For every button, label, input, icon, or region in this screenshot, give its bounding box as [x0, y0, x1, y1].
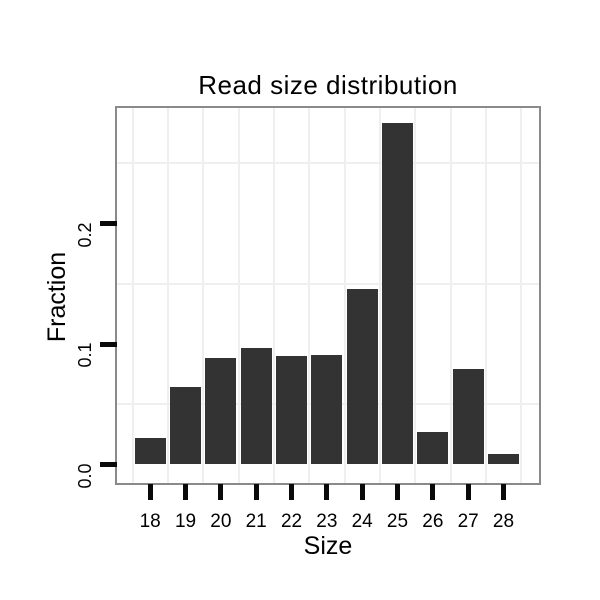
x-tick [218, 484, 224, 500]
x-tick [430, 484, 436, 500]
bar-25 [382, 123, 413, 465]
bar-24 [346, 288, 378, 465]
y-tick [100, 221, 117, 226]
y-tick [100, 462, 117, 467]
x-tick-label: 21 [245, 511, 267, 532]
bar-23 [311, 354, 343, 465]
gridline-horizontal [117, 162, 539, 165]
bar-27 [452, 369, 484, 465]
x-tick-label: 27 [457, 511, 479, 532]
y-axis-label: Fraction [43, 251, 71, 343]
chart-title: Read size distribution [198, 70, 458, 100]
gridline-vertical [237, 108, 240, 483]
gridline-vertical [202, 108, 205, 483]
x-tick [359, 484, 365, 500]
gridline-vertical [378, 108, 381, 483]
x-tick [289, 484, 295, 500]
x-tick-label: 19 [174, 511, 197, 532]
gridline-vertical [343, 108, 346, 483]
x-tick [324, 484, 330, 500]
gridline-vertical [131, 108, 134, 483]
bar-28 [488, 453, 519, 465]
y-tick-label: 0.1 [75, 342, 95, 368]
bar-20 [205, 358, 237, 465]
x-tick-label: 20 [210, 511, 232, 532]
x-axis-label: Size [303, 532, 353, 560]
bar-26 [417, 431, 449, 465]
x-tick [501, 484, 506, 500]
gridline-horizontal [117, 282, 539, 285]
y-tick-label: 0.2 [75, 221, 95, 248]
x-tick [395, 484, 400, 500]
x-tick-label: 23 [316, 511, 338, 532]
gridline-vertical [414, 108, 417, 483]
bar-21 [240, 347, 272, 465]
gridline-vertical [449, 108, 452, 483]
x-tick-label: 24 [351, 511, 373, 532]
x-tick-label: 28 [492, 511, 515, 532]
x-tick-label: 22 [280, 511, 303, 532]
plot-panel [115, 106, 541, 485]
y-tick-label: 0.0 [75, 462, 95, 489]
bar-22 [276, 356, 308, 465]
x-tick [147, 484, 153, 500]
gridline-vertical [520, 108, 523, 483]
gridline-vertical [272, 108, 275, 483]
x-tick [183, 484, 189, 500]
gridline-vertical [308, 108, 311, 483]
bar-19 [170, 387, 202, 465]
gridline-vertical [166, 108, 169, 483]
x-tick-label: 18 [139, 511, 161, 532]
x-tick [253, 484, 259, 500]
y-tick [100, 341, 117, 347]
gridline-vertical [484, 108, 487, 483]
x-tick [465, 484, 471, 500]
x-tick-label: 26 [422, 511, 444, 532]
bar-18 [134, 437, 166, 465]
x-tick-label: 25 [386, 511, 409, 532]
